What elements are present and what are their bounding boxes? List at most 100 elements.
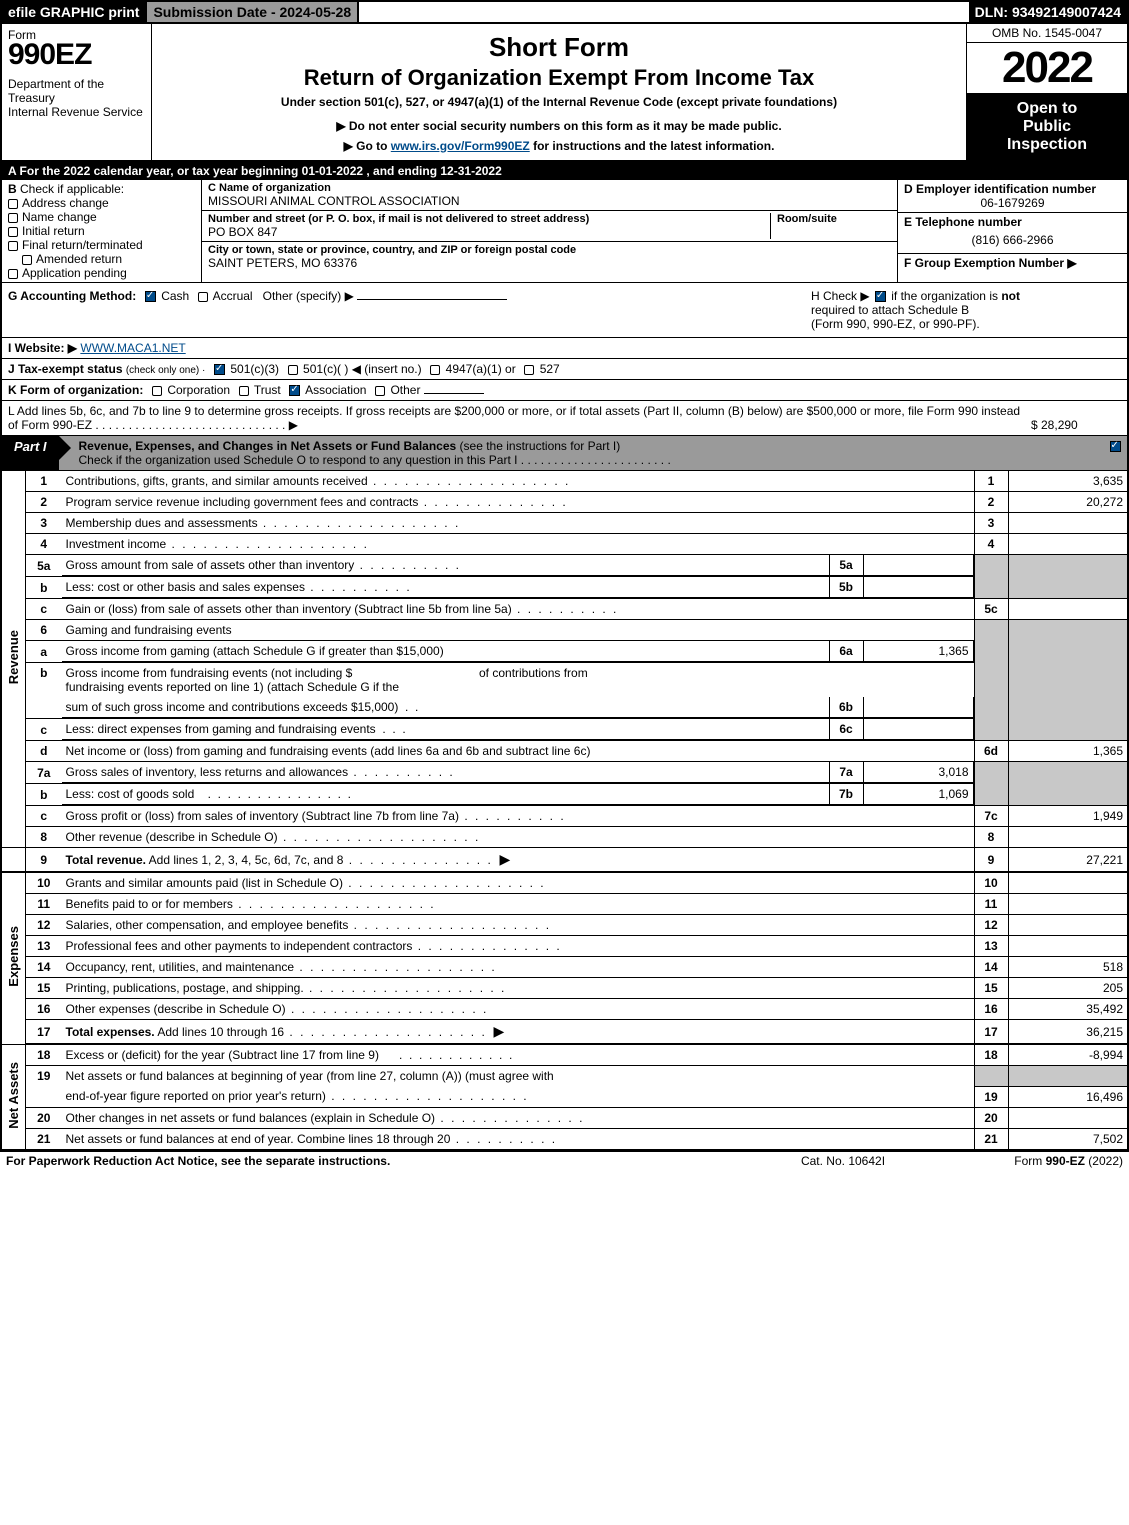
c-city-lbl: City or town, state or province, country… <box>208 244 891 256</box>
line-6d-no: d <box>26 741 62 762</box>
line-14-desc: Occupancy, rent, utilities, and maintena… <box>66 960 497 974</box>
c-room-lbl: Room/suite <box>777 213 891 225</box>
col-def: D Employer identification number 06-1679… <box>897 180 1127 282</box>
line-5a-no: 5a <box>26 555 62 577</box>
grey-7v <box>1008 762 1128 806</box>
j-lbl: J Tax-exempt status <box>8 362 123 376</box>
chk-initial-return[interactable] <box>8 227 18 237</box>
j-o3: 4947(a)(1) or <box>446 362 516 376</box>
arrow-icon: ▶ <box>499 851 510 867</box>
line-1-val: 3,635 <box>1008 471 1128 492</box>
part-i-check-cell <box>1103 436 1127 470</box>
line-7a-no: 7a <box>26 762 62 784</box>
efile-label: efile GRAPHIC print <box>2 2 145 22</box>
row-k: K Form of organization: Corporation Trus… <box>0 380 1129 401</box>
org-name: MISSOURI ANIMAL CONTROL ASSOCIATION <box>208 194 891 208</box>
j-o2: 501(c)( ) ◀ (insert no.) <box>303 362 422 376</box>
chk-application-pending[interactable] <box>8 269 18 279</box>
line-7b-desc: Less: cost of goods sold <box>66 787 195 801</box>
grey-19 <box>974 1066 1008 1087</box>
gross-receipts: $ 28,290 <box>1031 418 1121 432</box>
g-other-input[interactable] <box>357 299 507 300</box>
line-6a-subval: 1,365 <box>863 641 973 662</box>
chk-4947[interactable] <box>430 365 440 375</box>
line-8-no: 8 <box>26 827 62 848</box>
chk-accrual[interactable] <box>198 292 208 302</box>
chk-association[interactable] <box>289 385 300 396</box>
part-i-title-rest: (see the instructions for Part I) <box>460 439 621 453</box>
chk-schedule-o[interactable] <box>1110 441 1121 452</box>
arrow-icon-17: ▶ <box>493 1023 504 1039</box>
l-text: L Add lines 5b, 6c, and 7b to line 9 to … <box>8 404 1031 432</box>
line-3-no: 3 <box>26 513 62 534</box>
line-15-col: 15 <box>974 978 1008 999</box>
line-17-col: 17 <box>974 1020 1008 1045</box>
line-6b-desc2: fundraising events reported on line 1) (… <box>66 680 400 694</box>
col-b: B Check if applicable: Address change Na… <box>2 180 202 282</box>
chk-501c[interactable] <box>288 365 298 375</box>
row-j: J Tax-exempt status (check only one) · 5… <box>0 359 1129 380</box>
expenses-table: Expenses 10 Grants and similar amounts p… <box>0 873 1129 1045</box>
line-6b-desc-pre: Gross income from fundraising events (no… <box>66 666 353 680</box>
j-o4: 527 <box>540 362 560 376</box>
line-11-val <box>1008 894 1128 915</box>
form-number: 990EZ <box>8 38 145 72</box>
line-5a-subval <box>863 555 973 576</box>
subtitle-section: Under section 501(c), 527, or 4947(a)(1)… <box>158 95 960 109</box>
line-5b-sub: 5b <box>829 577 863 598</box>
row-i: I Website: ▶ WWW.MACA1.NET <box>0 338 1129 359</box>
line-9-val: 27,221 <box>1008 848 1128 873</box>
chk-other-org[interactable] <box>375 386 385 396</box>
chk-final-return[interactable] <box>8 241 18 251</box>
goto-post: for instructions and the latest informat… <box>530 139 775 153</box>
entity-block: B Check if applicable: Address change Na… <box>0 180 1129 283</box>
chk-amended-return[interactable] <box>22 255 32 265</box>
header-left: Form 990EZ Department of the Treasury In… <box>2 24 152 160</box>
line-6c-no: c <box>26 719 62 741</box>
part-i-header: Part I Revenue, Expenses, and Changes in… <box>0 436 1129 471</box>
line-10-no: 10 <box>26 873 62 894</box>
b-title: Check if applicable: <box>20 182 124 196</box>
footer-right: Form 990-EZ (2022) <box>943 1154 1123 1168</box>
title-return: Return of Organization Exempt From Incom… <box>158 65 960 91</box>
footer-right-pre: Form <box>1014 1154 1045 1168</box>
line-15-desc: Printing, publications, postage, and shi… <box>66 981 507 995</box>
chk-h[interactable] <box>875 291 886 302</box>
line-1-col: 1 <box>974 471 1008 492</box>
line-12-val <box>1008 915 1128 936</box>
line-19-desc2: end-of-year figure reported on prior yea… <box>66 1089 529 1103</box>
chk-name-change[interactable] <box>8 213 18 223</box>
chk-cash[interactable] <box>145 291 156 302</box>
line-6b-desc-mid: of contributions from <box>479 666 588 680</box>
irs-link[interactable]: www.irs.gov/Form990EZ <box>391 139 530 153</box>
expenses-tab: Expenses <box>1 873 26 1044</box>
department: Department of the Treasury Internal Reve… <box>8 78 145 119</box>
chk-trust[interactable] <box>239 386 249 396</box>
line-19-val: 16,496 <box>1008 1086 1128 1107</box>
spacer <box>359 2 969 22</box>
chk-address-change[interactable] <box>8 199 18 209</box>
omb-number: OMB No. 1545-0047 <box>967 24 1127 43</box>
chk-501c3[interactable] <box>214 364 225 375</box>
k-lbl: K Form of organization: <box>8 383 143 397</box>
h-l3: (Form 990, 990-EZ, or 990-PF). <box>811 317 980 331</box>
k-other-input[interactable] <box>424 393 484 394</box>
line-19-col: 19 <box>974 1086 1008 1107</box>
grey-6 <box>974 620 1008 741</box>
chk-corporation[interactable] <box>152 386 162 396</box>
line-4-desc: Investment income <box>66 537 369 551</box>
part-i-title: Revenue, Expenses, and Changes in Net As… <box>59 436 1103 470</box>
subtitle-goto: ▶ Go to www.irs.gov/Form990EZ for instru… <box>158 139 960 153</box>
line-8-val <box>1008 827 1128 848</box>
line-7c-desc: Gross profit or (loss) from sales of inv… <box>66 809 566 823</box>
revenue-tab-end <box>1 848 26 873</box>
footer-right-post: (2022) <box>1085 1154 1123 1168</box>
chk-527[interactable] <box>524 365 534 375</box>
line-5a-sub: 5a <box>829 555 863 576</box>
line-17-desc-b: Total expenses. <box>66 1025 155 1039</box>
line-12-desc: Salaries, other compensation, and employ… <box>66 918 552 932</box>
website-link[interactable]: WWW.MACA1.NET <box>80 341 185 355</box>
line-15-val: 205 <box>1008 978 1128 999</box>
h-pre: H Check ▶ <box>811 289 873 303</box>
line-5c-no: c <box>26 599 62 620</box>
